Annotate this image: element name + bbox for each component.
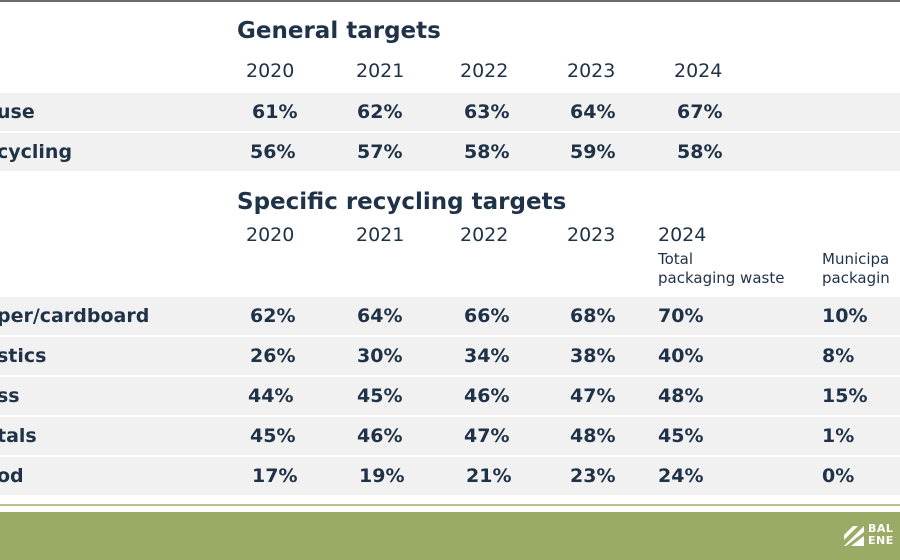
cell-value: 70%: [658, 305, 704, 327]
general-year-2022: 2022: [460, 60, 509, 82]
cell-value: 24%: [658, 465, 704, 487]
logo-text: BAL ENE: [868, 523, 894, 547]
specific-row-glass: ss 44% 45% 46% 47% 48% 15%: [0, 377, 900, 415]
cell-value: 8%: [822, 345, 855, 367]
cell-value: 23%: [570, 465, 616, 487]
row-label: ss: [0, 385, 20, 407]
specific-row-metals: tals 45% 46% 47% 48% 45% 1%: [0, 417, 900, 455]
cell-value: 46%: [357, 425, 403, 447]
footer-bar: BAL ENE: [0, 512, 900, 560]
subheader-municipal-line1: Municipa: [822, 250, 890, 268]
row-label: tals: [0, 425, 37, 447]
cell-value: 26%: [250, 345, 296, 367]
specific-year-2022: 2022: [460, 224, 509, 246]
specific-targets-title: Specific recycling targets: [237, 189, 567, 215]
specific-year-2024: 2024: [658, 224, 707, 246]
cell-value: 62%: [250, 305, 296, 327]
cell-value: 0%: [822, 465, 855, 487]
cell-value: 63%: [464, 101, 510, 123]
cell-value: 44%: [248, 385, 294, 407]
row-label: use: [0, 101, 35, 123]
general-targets-title: General targets: [237, 18, 441, 44]
cell-value: 59%: [570, 141, 616, 163]
row-label: od: [0, 465, 24, 487]
general-year-2024: 2024: [674, 60, 723, 82]
cell-value: 68%: [570, 305, 616, 327]
specific-row-paper: per/cardboard 62% 64% 66% 68% 70% 10%: [0, 297, 900, 335]
cell-value: 21%: [466, 465, 512, 487]
cell-value: 15%: [822, 385, 868, 407]
cell-value: 56%: [250, 141, 296, 163]
specific-row-wood: od 17% 19% 21% 23% 24% 0%: [0, 457, 900, 495]
cell-value: 34%: [464, 345, 510, 367]
cell-value: 47%: [570, 385, 616, 407]
cell-value: 61%: [252, 101, 298, 123]
general-year-2023: 2023: [567, 60, 616, 82]
cell-value: 64%: [357, 305, 403, 327]
subheader-municipal-line2: packagin: [822, 269, 890, 287]
cell-value: 58%: [677, 141, 723, 163]
cell-value: 48%: [658, 385, 704, 407]
cell-value: 30%: [357, 345, 403, 367]
top-border: [0, 0, 900, 2]
cell-value: 10%: [822, 305, 868, 327]
cell-value: 40%: [658, 345, 704, 367]
company-logo: BAL ENE: [842, 522, 900, 552]
general-row-reuse: use 61% 62% 63% 64% 67%: [0, 93, 900, 131]
cell-value: 64%: [570, 101, 616, 123]
cell-value: 1%: [822, 425, 855, 447]
cell-value: 57%: [357, 141, 403, 163]
subheader-total-line1: Total: [658, 250, 694, 268]
subheader-municipal-packaging: Municipa packagin: [822, 250, 890, 288]
cell-value: 67%: [677, 101, 723, 123]
specific-year-2021: 2021: [356, 224, 405, 246]
general-year-2020: 2020: [246, 60, 295, 82]
logo-text-line2: ENE: [868, 534, 894, 547]
company-logo-icon: [844, 526, 864, 546]
footer-divider: [0, 504, 900, 506]
logo-text-line1: BAL: [868, 522, 894, 535]
cell-value: 58%: [464, 141, 510, 163]
row-label: cycling: [0, 141, 73, 163]
general-row-recycling: cycling 56% 57% 58% 59% 58%: [0, 133, 900, 171]
specific-year-2020: 2020: [246, 224, 295, 246]
cell-value: 66%: [464, 305, 510, 327]
cell-value: 45%: [357, 385, 403, 407]
specific-row-plastics: stics 26% 30% 34% 38% 40% 8%: [0, 337, 900, 375]
cell-value: 45%: [658, 425, 704, 447]
subheader-total-line2: packaging waste: [658, 269, 785, 287]
cell-value: 48%: [570, 425, 616, 447]
cell-value: 17%: [252, 465, 298, 487]
cell-value: 62%: [357, 101, 403, 123]
cell-value: 47%: [464, 425, 510, 447]
cell-value: 45%: [250, 425, 296, 447]
subheader-total-packaging: Total packaging waste: [658, 250, 784, 288]
specific-year-2023: 2023: [567, 224, 616, 246]
row-label: stics: [0, 345, 47, 367]
general-year-2021: 2021: [356, 60, 405, 82]
row-label: per/cardboard: [0, 305, 150, 327]
cell-value: 46%: [464, 385, 510, 407]
cell-value: 19%: [359, 465, 405, 487]
cell-value: 38%: [570, 345, 616, 367]
